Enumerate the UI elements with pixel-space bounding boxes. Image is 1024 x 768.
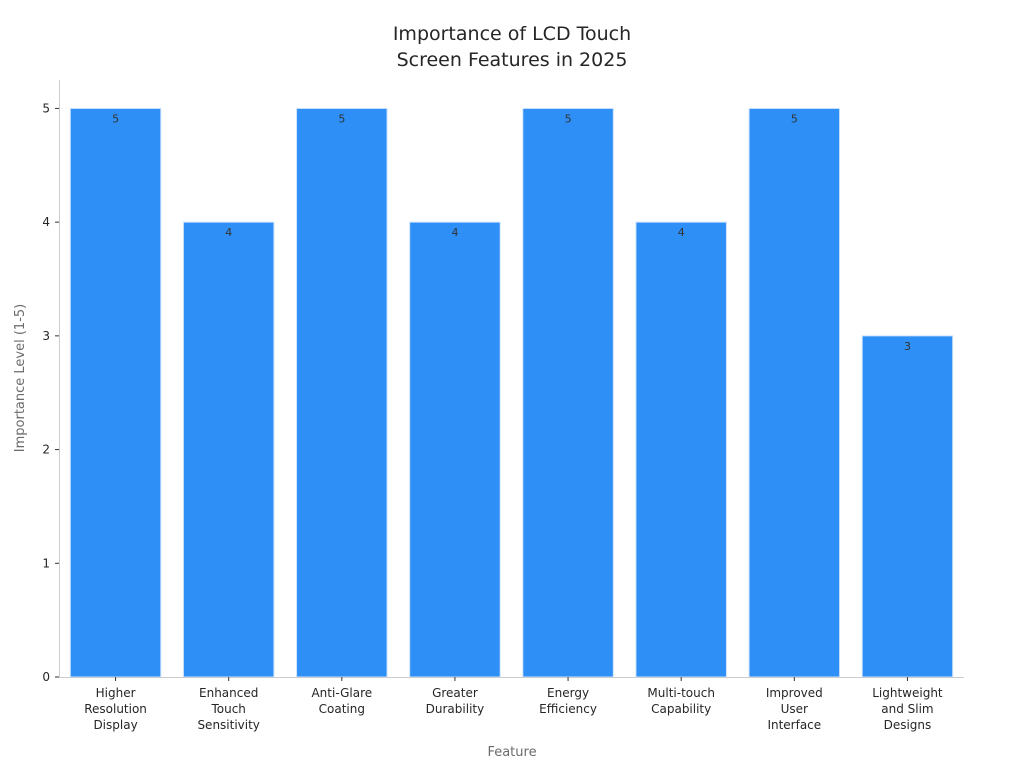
y-tick-label-3: 3 xyxy=(42,329,50,343)
y-tick-label-1: 1 xyxy=(42,556,50,570)
chart-title-line-2: Screen Features in 2025 xyxy=(397,49,628,71)
x-tick-label-6: Multi-touch Capability xyxy=(647,686,715,716)
data-label-6: 4 xyxy=(678,226,685,239)
bar-1 xyxy=(69,107,162,678)
bars-group xyxy=(69,107,954,678)
bar-6 xyxy=(635,221,727,678)
y-tick-label-5: 5 xyxy=(42,101,50,115)
y-axis-title: Importance Level (1-5) xyxy=(13,304,28,452)
x-tick-label-5: Energy Efficiency xyxy=(539,686,597,716)
bar-5 xyxy=(522,107,614,678)
y-axis-ticks: 0 1 2 3 4 5 xyxy=(42,101,59,684)
x-tick-label-8: Lightweight and Slim Designs xyxy=(872,686,943,732)
data-label-5: 5 xyxy=(565,112,572,125)
bar-8 xyxy=(861,335,954,678)
data-label-7: 5 xyxy=(791,112,798,125)
data-label-3: 5 xyxy=(338,112,345,125)
x-axis-title: Feature xyxy=(487,745,536,760)
bar-3 xyxy=(296,107,388,678)
data-labels-group: 5 4 5 4 5 4 5 3 xyxy=(112,112,911,352)
x-tick-label-1: Higher Resolution Display xyxy=(84,686,147,732)
bar-2 xyxy=(182,221,275,678)
y-tick-label-4: 4 xyxy=(42,215,50,229)
x-tick-label-3: Anti-Glare Coating xyxy=(311,686,372,716)
y-tick-label-2: 2 xyxy=(42,443,50,457)
chart-title-line-1: Importance of LCD Touch xyxy=(393,23,631,45)
bar-7 xyxy=(748,107,841,678)
data-label-4: 4 xyxy=(451,226,458,239)
x-tick-label-7: Improved User Interface xyxy=(766,686,823,732)
data-label-1: 5 xyxy=(112,112,119,125)
data-label-2: 4 xyxy=(225,226,232,239)
x-tick-label-4: Greater Durability xyxy=(426,686,485,716)
x-tick-label-2: Enhanced Touch Sensitivity xyxy=(197,686,259,732)
y-tick-label-0: 0 xyxy=(42,670,50,684)
data-label-8: 3 xyxy=(904,340,911,353)
x-axis-ticks: Higher Resolution Display Enhanced Touch Sens… xyxy=(84,677,943,732)
bar-4 xyxy=(409,221,501,678)
